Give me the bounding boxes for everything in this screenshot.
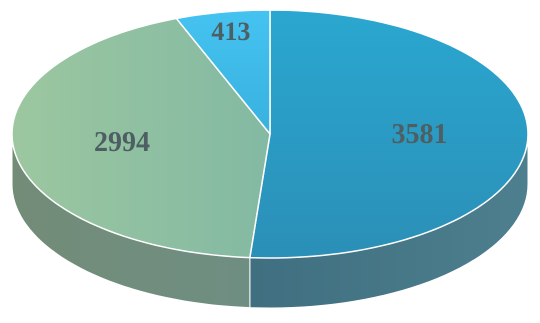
pie-label-413: 413	[211, 17, 250, 46]
pie-labels: 3581 2994 413	[94, 17, 448, 158]
pie-slice-413	[175, 9, 271, 135]
pie-label-3581: 3581	[392, 119, 448, 150]
pie-slice-3581	[249, 9, 529, 259]
pie-label-2994: 2994	[94, 127, 150, 158]
pie-tops	[11, 9, 529, 259]
pie-slice-2994	[11, 17, 271, 259]
